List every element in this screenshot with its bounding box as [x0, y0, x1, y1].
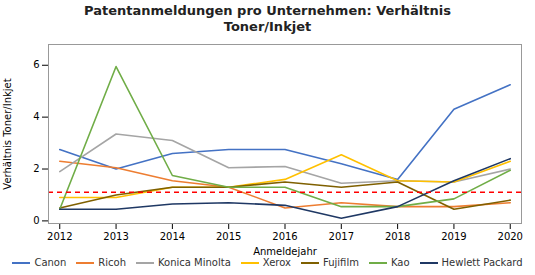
svg-text:Anmeldejahr: Anmeldejahr: [253, 246, 318, 257]
html-text:Patentanmeldungen pro Unterneh: Patentanmeldungen pro Unternehmen: Verhä…: [84, 3, 451, 34]
html-text:Fujifilm: Fujifilm: [323, 257, 359, 269]
html-text:Canon: Canon: [34, 257, 67, 269]
svg-text:2: 2: [33, 163, 39, 174]
svg-text:2012: 2012: [47, 231, 72, 242]
html-text:Xerox: Xerox: [262, 257, 291, 269]
svg-text:2017: 2017: [329, 231, 354, 242]
svg-text:4: 4: [33, 112, 39, 123]
svg-text:0: 0: [33, 215, 39, 226]
html-text:Hewlett Packard: Hewlett Packard: [441, 257, 523, 269]
html-text:Kao: Kao: [390, 257, 410, 269]
html-text:Ricoh: Ricoh: [98, 257, 126, 269]
svg-text:2015: 2015: [216, 231, 241, 242]
svg-text:2016: 2016: [272, 231, 297, 242]
html-text:Konica Minolta: Konica Minolta: [158, 257, 231, 269]
svg-text:6: 6: [33, 60, 39, 71]
svg-text:2013: 2013: [103, 231, 128, 242]
svg-text:Verhältnis Toner/Inkjet: Verhältnis Toner/Inkjet: [2, 78, 13, 189]
svg-text:2019: 2019: [441, 231, 466, 242]
svg-text:2020: 2020: [498, 231, 523, 242]
svg-text:2014: 2014: [160, 231, 185, 242]
svg-text:2018: 2018: [385, 231, 410, 242]
